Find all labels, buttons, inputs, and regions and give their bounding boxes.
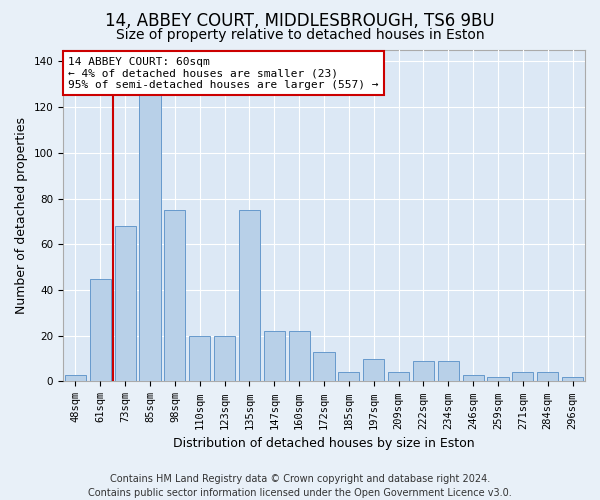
Y-axis label: Number of detached properties: Number of detached properties: [15, 117, 28, 314]
Bar: [512, 372, 533, 382]
Text: 14 ABBEY COURT: 60sqm
← 4% of detached houses are smaller (23)
95% of semi-detac: 14 ABBEY COURT: 60sqm ← 4% of detached h…: [68, 56, 379, 90]
Bar: [388, 372, 409, 382]
Bar: [487, 377, 509, 382]
Bar: [139, 84, 161, 382]
Bar: [115, 226, 136, 382]
Bar: [413, 361, 434, 382]
Bar: [363, 358, 384, 382]
Bar: [338, 372, 359, 382]
Bar: [313, 352, 335, 382]
X-axis label: Distribution of detached houses by size in Eston: Distribution of detached houses by size …: [173, 437, 475, 450]
Bar: [90, 278, 111, 382]
Bar: [65, 374, 86, 382]
Text: 14, ABBEY COURT, MIDDLESBROUGH, TS6 9BU: 14, ABBEY COURT, MIDDLESBROUGH, TS6 9BU: [105, 12, 495, 30]
Bar: [289, 331, 310, 382]
Bar: [214, 336, 235, 382]
Bar: [264, 331, 285, 382]
Bar: [438, 361, 459, 382]
Bar: [463, 374, 484, 382]
Bar: [537, 372, 558, 382]
Bar: [164, 210, 185, 382]
Bar: [189, 336, 210, 382]
Text: Contains HM Land Registry data © Crown copyright and database right 2024.
Contai: Contains HM Land Registry data © Crown c…: [88, 474, 512, 498]
Text: Size of property relative to detached houses in Eston: Size of property relative to detached ho…: [116, 28, 484, 42]
Bar: [562, 377, 583, 382]
Bar: [239, 210, 260, 382]
